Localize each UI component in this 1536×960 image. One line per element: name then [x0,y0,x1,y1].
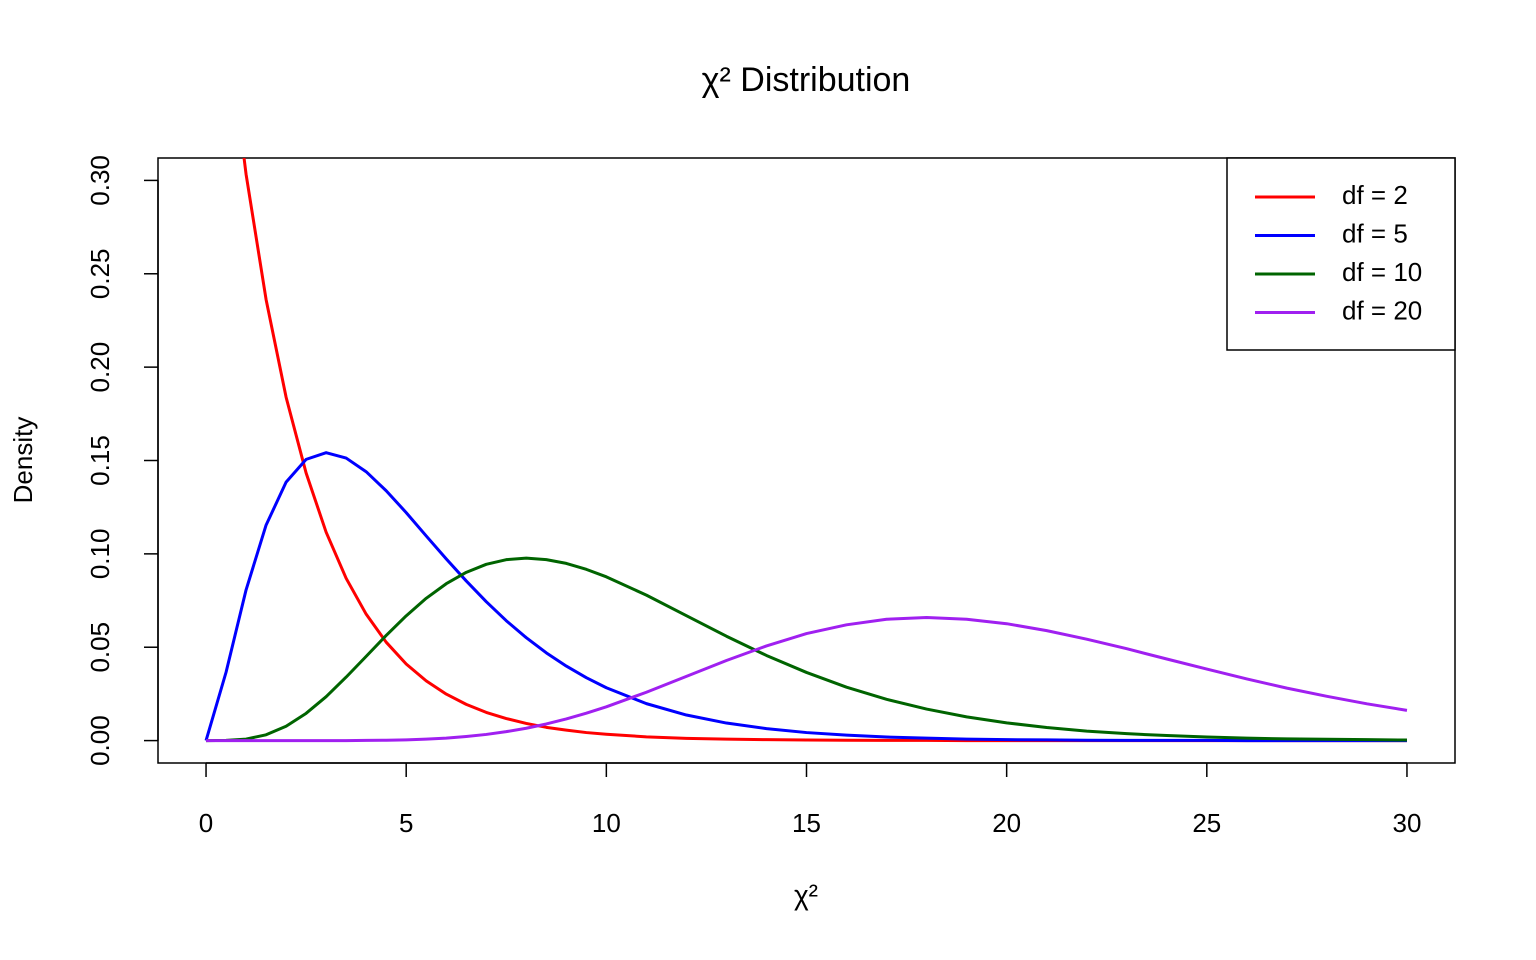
legend-box [1226,157,1456,351]
y-tick-label: 0.30 [85,155,115,206]
x-tick-label: 5 [399,808,413,838]
plot-area [204,158,1408,743]
x-tick-label: 30 [1393,808,1422,838]
x-axis-label: χ² [794,879,818,910]
chart-title: χ² Distribution [702,61,911,99]
y-tick-label: 0.20 [85,342,115,393]
legend-label: df = 2 [1342,180,1408,210]
x-tick-label: 10 [592,808,621,838]
legend-label: df = 5 [1342,218,1408,248]
y-axis-label: Density [8,417,38,504]
line-series [206,616,1408,743]
x-tick-label: 25 [1192,808,1221,838]
y-tick-label: 0.15 [85,435,115,486]
y-tick-label: 0.05 [85,622,115,673]
x-tick-label: 0 [199,808,213,838]
line-series [204,451,1407,743]
legend-label: df = 10 [1342,257,1422,287]
line-series [206,556,1407,743]
y-tick-label: 0.00 [85,715,115,766]
x-tick-label: 20 [992,808,1021,838]
y-tick-label: 0.10 [85,529,115,580]
x-tick-label: 15 [792,808,821,838]
y-tick-label: 0.25 [85,248,115,299]
legend-label: df = 20 [1342,295,1422,325]
